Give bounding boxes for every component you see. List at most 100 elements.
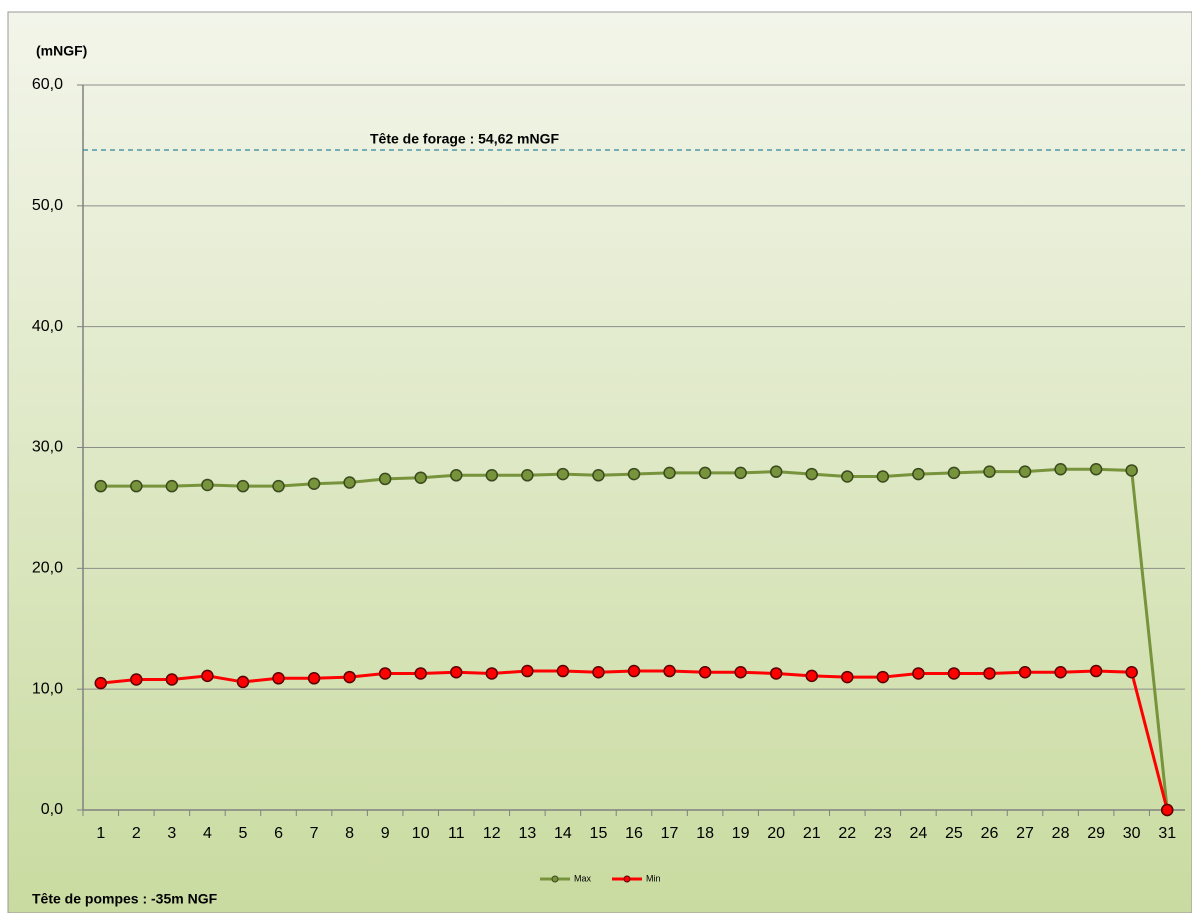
x-tick-label: 29 — [1087, 825, 1105, 842]
x-tick-label: 26 — [981, 825, 999, 842]
data-point — [734, 466, 747, 480]
data-point — [378, 472, 392, 486]
x-tick-label: 5 — [239, 825, 248, 842]
data-point — [912, 667, 925, 680]
data-point — [307, 672, 321, 685]
x-tick-label: 31 — [1158, 825, 1176, 842]
data-point — [378, 667, 392, 680]
legend-label: Max — [574, 873, 592, 883]
x-tick-label: 27 — [1016, 825, 1034, 842]
x-tick-label: 13 — [518, 825, 536, 842]
data-point — [521, 664, 534, 678]
chart-background — [7, 11, 1192, 913]
x-tick-label: 14 — [554, 825, 572, 842]
x-tick-label: 24 — [909, 825, 927, 842]
x-tick-label: 21 — [803, 825, 821, 842]
legend-label: Min — [646, 873, 661, 883]
data-point — [769, 465, 783, 478]
data-point — [272, 672, 285, 685]
y-tick-label: 20,0 — [32, 560, 63, 577]
data-point — [627, 664, 641, 678]
data-point — [343, 670, 356, 684]
data-point — [94, 676, 108, 690]
x-tick-label: 30 — [1123, 825, 1141, 842]
x-tick-label: 23 — [874, 825, 892, 842]
x-tick-label: 19 — [732, 825, 750, 842]
data-point — [805, 467, 818, 481]
y-tick-label: 0,0 — [41, 801, 63, 818]
data-point — [1125, 666, 1138, 679]
x-tick-label: 4 — [203, 825, 212, 842]
x-tick-label: 15 — [590, 825, 608, 842]
data-point — [236, 479, 250, 493]
legend-marker — [623, 875, 631, 883]
data-point — [592, 666, 605, 679]
data-point — [201, 478, 214, 492]
data-point — [592, 469, 605, 482]
data-point — [1160, 803, 1174, 817]
x-tick-label: 17 — [661, 825, 679, 842]
data-point — [983, 465, 996, 478]
footnote: Tête de pompes : -35m NGF — [32, 891, 218, 907]
data-point — [450, 666, 463, 679]
y-axis-label: (mNGF) — [36, 43, 87, 59]
x-tick-label: 18 — [696, 825, 714, 842]
data-point — [272, 479, 285, 493]
x-tick-label: 22 — [838, 825, 856, 842]
data-point — [1018, 666, 1032, 679]
data-point — [1089, 664, 1103, 678]
x-tick-label: 1 — [96, 825, 105, 842]
x-tick-label: 6 — [274, 825, 283, 842]
data-point — [556, 664, 570, 678]
data-point — [236, 675, 250, 689]
data-point — [698, 466, 712, 480]
data-point — [1125, 464, 1138, 477]
legend-marker — [551, 875, 559, 883]
data-point — [627, 467, 641, 481]
data-point — [876, 670, 890, 684]
data-point — [521, 469, 534, 482]
data-point — [94, 479, 108, 493]
data-point — [841, 470, 854, 483]
y-tick-label: 30,0 — [32, 439, 63, 456]
reference-label: Tête de forage : 54,62 mNGF — [370, 131, 560, 147]
y-tick-label: 50,0 — [32, 197, 63, 214]
x-tick-label: 2 — [132, 825, 141, 842]
data-point — [698, 666, 712, 679]
data-point — [983, 667, 996, 680]
data-point — [485, 667, 499, 680]
x-tick-label: 9 — [381, 825, 390, 842]
data-point — [1018, 465, 1032, 478]
data-point — [556, 467, 570, 481]
x-tick-label: 10 — [412, 825, 430, 842]
x-tick-label: 28 — [1052, 825, 1070, 842]
data-point — [841, 670, 854, 684]
x-tick-label: 16 — [625, 825, 643, 842]
data-point — [414, 471, 427, 484]
data-point — [805, 669, 818, 683]
data-point — [343, 476, 356, 489]
data-point — [769, 667, 783, 680]
data-point — [663, 466, 676, 480]
data-point — [734, 666, 747, 679]
x-tick-label: 3 — [167, 825, 176, 842]
y-tick-label: 40,0 — [32, 318, 63, 335]
data-point — [947, 466, 961, 480]
data-point — [130, 479, 143, 493]
x-tick-label: 20 — [767, 825, 785, 842]
data-point — [450, 469, 463, 482]
x-tick-label: 12 — [483, 825, 501, 842]
data-point — [1054, 463, 1067, 476]
data-point — [307, 477, 321, 490]
data-point — [130, 673, 143, 686]
data-point — [947, 667, 961, 680]
data-point — [414, 667, 427, 680]
x-tick-label: 7 — [310, 825, 319, 842]
data-point — [876, 470, 890, 483]
data-point — [165, 673, 179, 686]
x-tick-label: 25 — [945, 825, 963, 842]
data-point — [663, 664, 676, 678]
x-tick-label: 11 — [448, 825, 465, 842]
x-tick-label: 8 — [345, 825, 354, 842]
